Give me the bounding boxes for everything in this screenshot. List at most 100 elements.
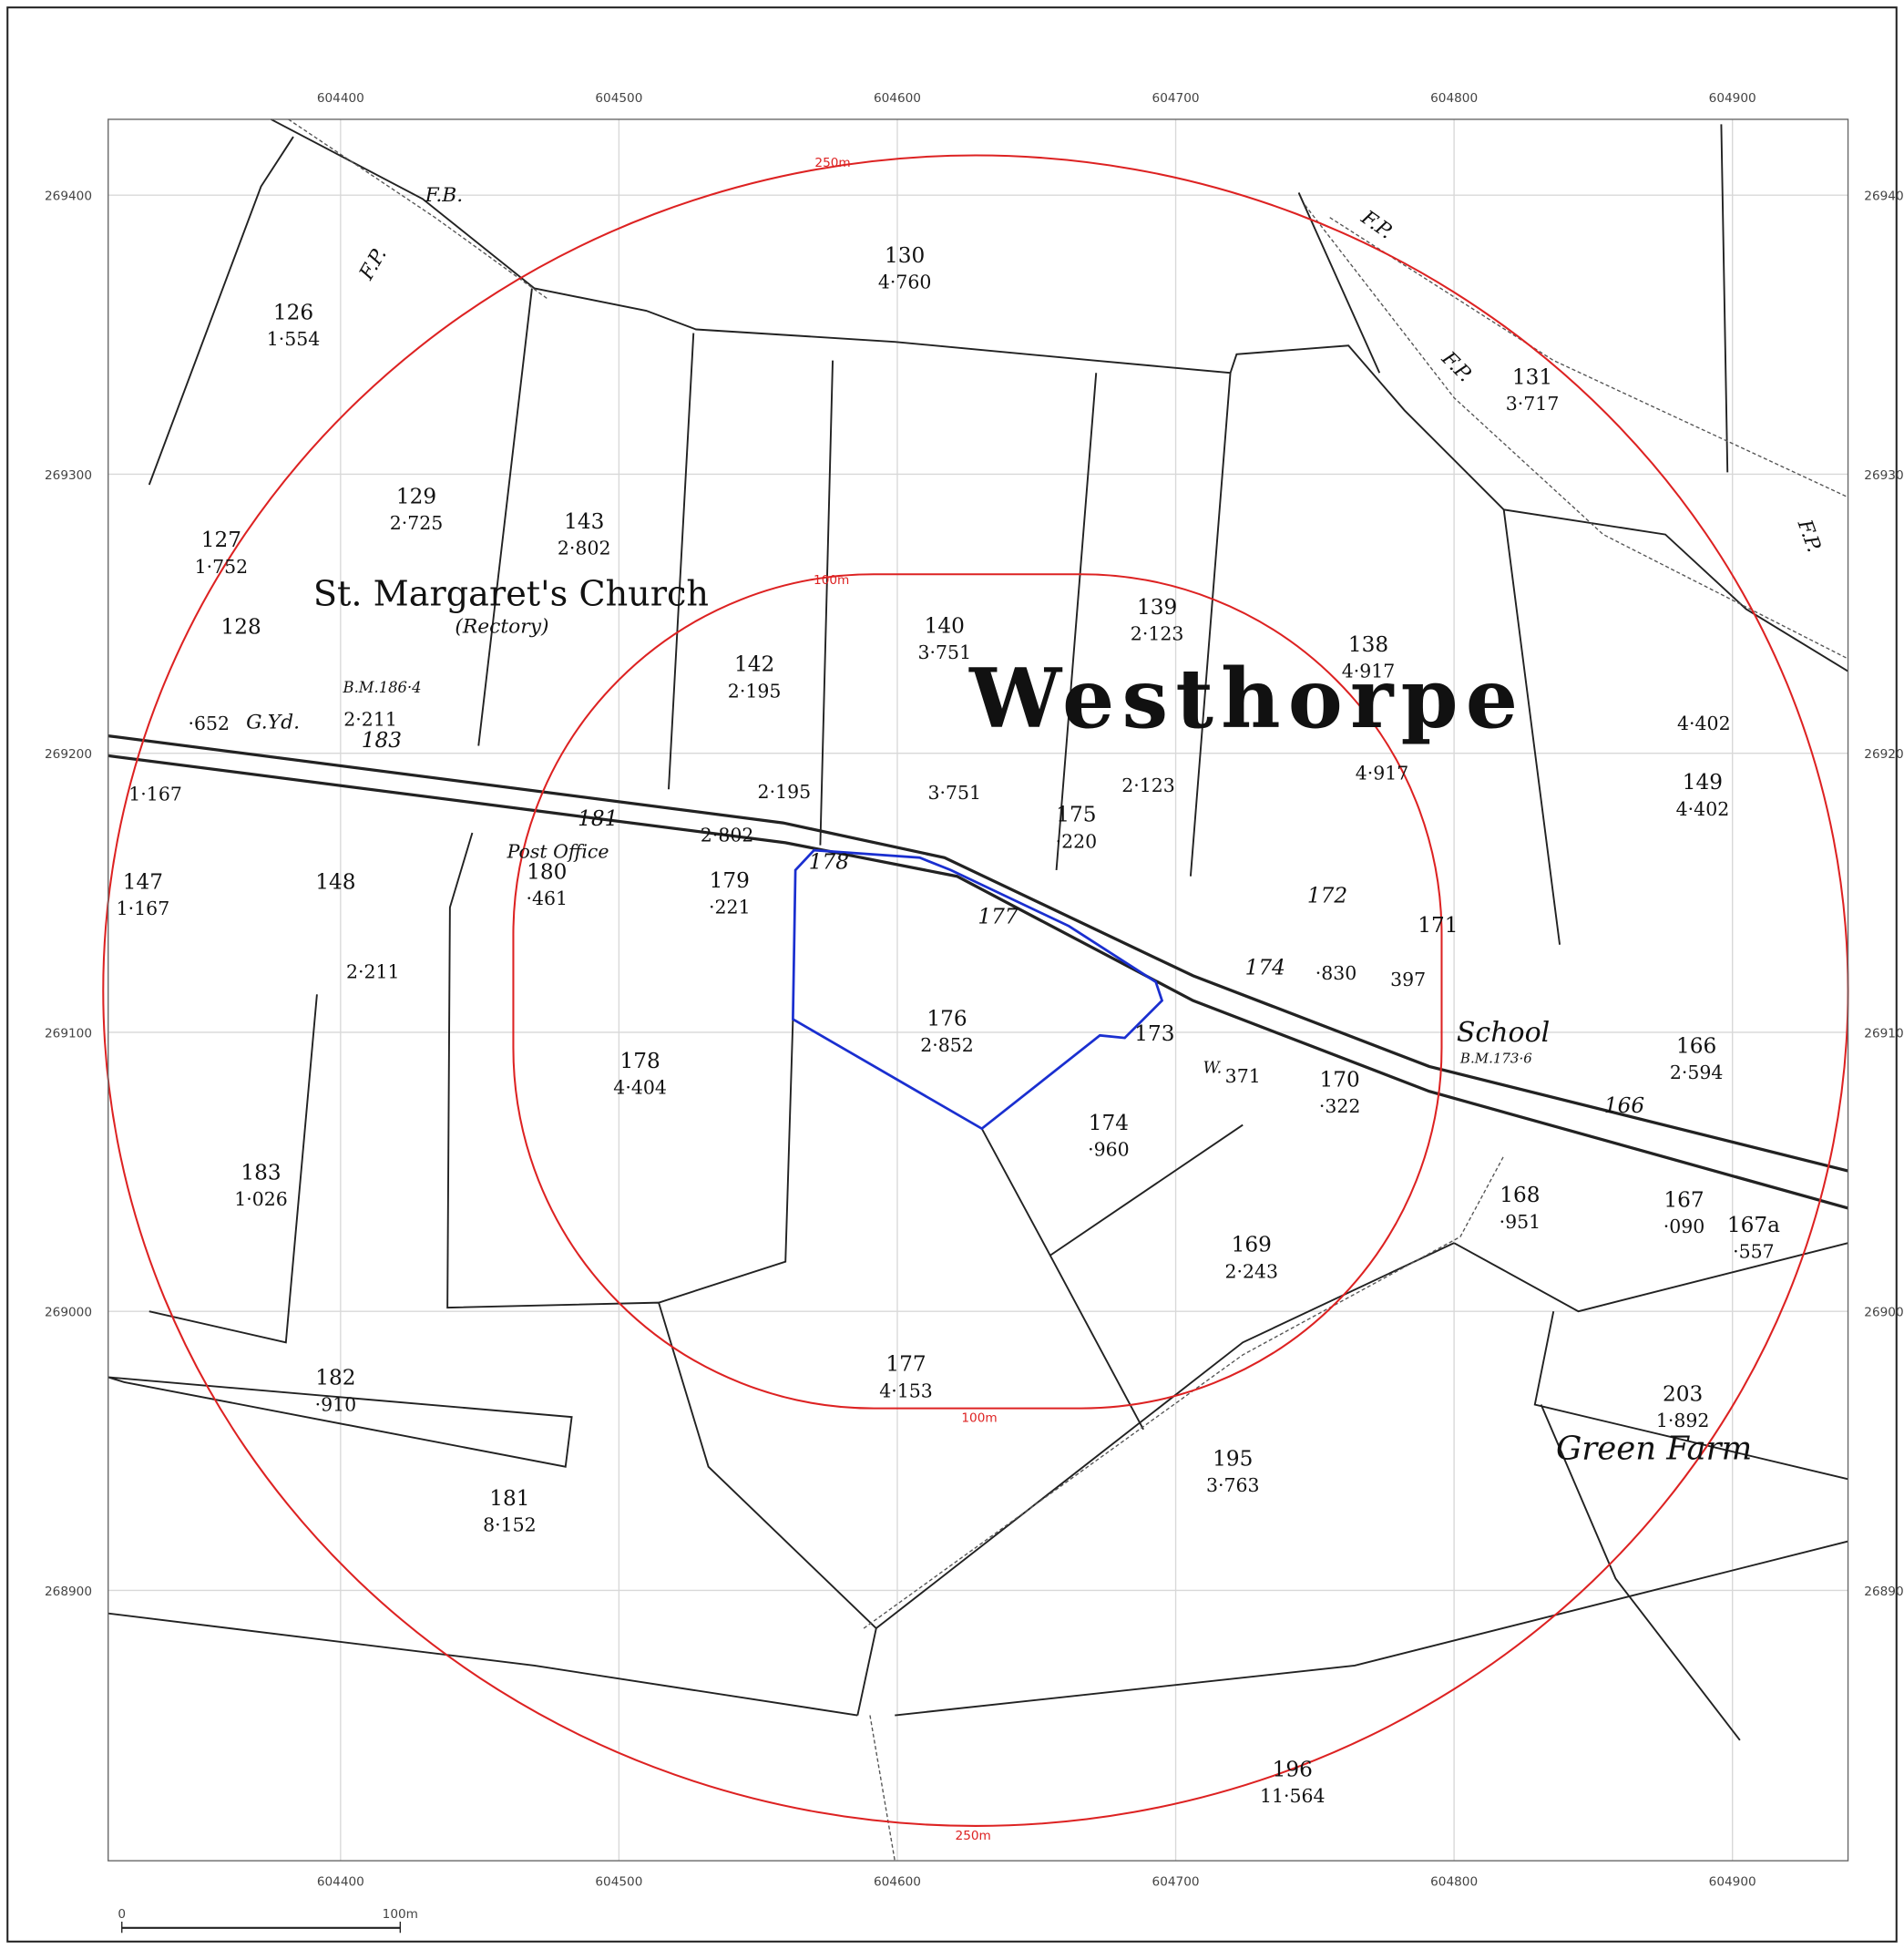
buffer-100m (512, 573, 1443, 1410)
area-label: 3·751 (927, 782, 981, 804)
parcel-number: 143 (564, 509, 604, 534)
parcel-number: 168 (1500, 1183, 1540, 1207)
parcel-number: 177 (978, 905, 1019, 929)
grid-label: 604700 (1152, 1874, 1200, 1889)
page-frame (6, 6, 1898, 1943)
parcel-number: 142 (734, 652, 774, 677)
parcel-number: 203 (1663, 1381, 1703, 1406)
buffer-label: 250m (956, 1829, 991, 1843)
grid-label: 604700 (1152, 91, 1200, 106)
parcel-area: 4·402 (1676, 798, 1730, 820)
grid-label: 604800 (1430, 91, 1478, 106)
parcel-area: 1·026 (234, 1188, 288, 1210)
grid-label: 268900 (1864, 1585, 1904, 1599)
parcel-area: ·951 (1500, 1211, 1541, 1233)
boundary (148, 124, 1729, 945)
grid-label: 269100 (45, 1026, 92, 1041)
parcel-number: 147 (123, 869, 163, 894)
grid-label: 604800 (1430, 1874, 1478, 1889)
parcel-number: 178 (619, 1049, 660, 1073)
parcel-area: 2·243 (1224, 1260, 1278, 1282)
buffer-label: 100m (961, 1411, 997, 1426)
grid-label: 269000 (1864, 1306, 1904, 1320)
map-frame (107, 118, 1849, 1862)
parcel-area: 4·153 (879, 1380, 933, 1401)
road-edge (107, 733, 1848, 1173)
parcel-area: 2·123 (1131, 623, 1184, 645)
benchmark: B.M.173·6 (1459, 1050, 1532, 1066)
parcel-area: 1·892 (1656, 1410, 1710, 1431)
grid-label: 269400 (45, 190, 92, 204)
parcel-area: 4·760 (878, 271, 932, 292)
parcel-area: 4·917 (1342, 660, 1396, 682)
parcel-number: 181 (489, 1486, 529, 1511)
parcel-area: 2·852 (920, 1034, 974, 1056)
parcel-number: 183 (362, 728, 402, 753)
parcel-number: 182 (315, 1366, 355, 1390)
map-lines (107, 118, 1849, 1862)
parcel-number: 167a (1727, 1213, 1780, 1237)
benchmark: B.M.186·4 (343, 679, 422, 696)
place-label: School (1457, 1017, 1550, 1049)
buffer-label: 250m (814, 156, 850, 170)
parcel-area: 8·152 (483, 1514, 537, 1536)
grid-label: 604500 (595, 1874, 642, 1889)
grid-label: 269200 (1864, 747, 1904, 762)
parcel-area: 1·752 (195, 556, 249, 578)
parcel-area: 2·802 (558, 537, 611, 559)
place-label: G.Yd. (246, 711, 300, 733)
parcel-number: 170 (1319, 1067, 1359, 1092)
grid-label: 269300 (1864, 468, 1904, 483)
area-label: 4·917 (1356, 762, 1409, 784)
grid-label: 604400 (317, 1874, 364, 1889)
parcel-area: 3·763 (1206, 1474, 1260, 1496)
scale-label: 100m (383, 1907, 418, 1922)
place-label: St. Margaret's Church (313, 574, 709, 614)
parcels: 126 1·554 127 1·752 128 129 2·725 143 2·802 130 4·… (117, 243, 1780, 1807)
grid-label: 604400 (317, 91, 364, 106)
grid-label: 269200 (45, 747, 92, 762)
grid-label: 269400 (1864, 190, 1904, 204)
grid-label: 269100 (1864, 1026, 1904, 1041)
village-label: Westhorpe (968, 651, 1525, 747)
parcel-number: 176 (926, 1006, 967, 1031)
parcel-number: 171 (1418, 913, 1458, 938)
road-edge (107, 754, 1848, 1210)
parcel-number: 128 (221, 615, 261, 640)
parcel-area: ·461 (527, 887, 568, 909)
parcel-number: 138 (1348, 632, 1388, 657)
scale-label: 0 (118, 1907, 126, 1922)
parcel-number: 166 (1604, 1093, 1644, 1118)
parcel-number: 167 (1663, 1188, 1704, 1213)
parcel-number: 166 (1676, 1033, 1716, 1058)
footpath (288, 118, 1848, 1862)
parcel-area: 1·167 (117, 898, 170, 919)
parcel-number: 148 (315, 869, 355, 894)
parcel-number: 175 (1056, 803, 1096, 827)
parcel-number: 140 (925, 613, 965, 638)
parcel-area: ·960 (1088, 1139, 1130, 1161)
area-label: 397 (1390, 969, 1426, 990)
parcel-area: ·220 (1056, 830, 1098, 852)
area-label: 2·802 (701, 825, 754, 846)
parcel-number: 180 (527, 859, 567, 884)
grid-label: 268900 (45, 1585, 92, 1599)
area-label: 2·211 (343, 709, 397, 731)
parcel-area: 3·717 (1506, 393, 1560, 415)
parcel-number: 179 (710, 868, 750, 893)
place-label: W. (1203, 1059, 1223, 1077)
parcel-area: ·557 (1733, 1241, 1775, 1263)
parcel-number: 149 (1683, 770, 1723, 795)
grid-label: 269000 (45, 1306, 92, 1320)
grid-label: 604500 (595, 91, 642, 106)
grid-label: 604600 (874, 91, 921, 106)
parcel-number: 195 (1213, 1446, 1253, 1471)
boundary (107, 832, 1848, 1741)
parcel-area: ·910 (315, 1393, 357, 1415)
place-label: (Rectory) (455, 615, 548, 638)
place-label: F.B. (425, 184, 464, 207)
parcel-number: 139 (1137, 595, 1177, 620)
parcel-area: 4·404 (613, 1076, 667, 1098)
area-label: ·652 (188, 713, 230, 734)
